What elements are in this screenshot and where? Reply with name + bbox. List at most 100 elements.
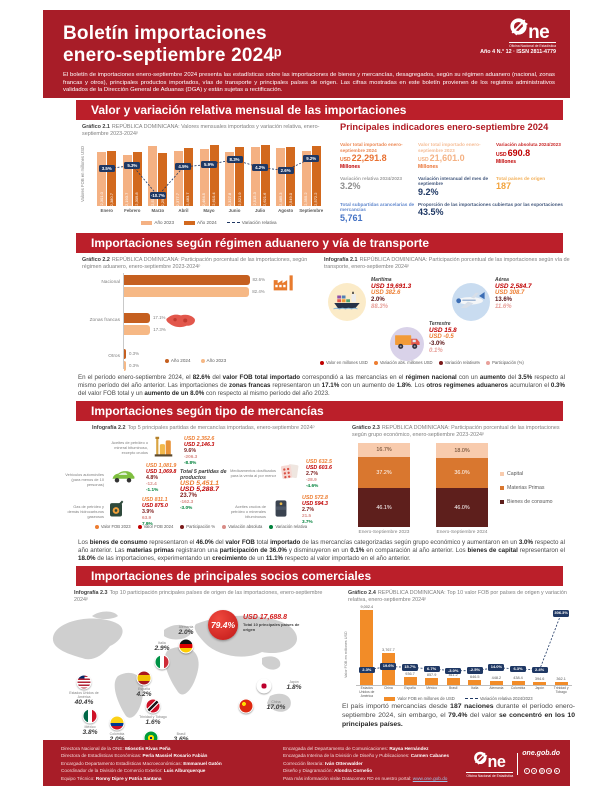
- section-title-3: Importaciones según tipo de mercancías: [76, 401, 563, 421]
- indicator-item: Total países de origen 187: [496, 176, 572, 197]
- product-variacion-abs: -12.4: [146, 481, 157, 486]
- infographic-2-3-caption: Infografía 2.3 Top 10 participación princ…: [74, 590, 324, 603]
- social-icon[interactable]: f: [523, 768, 530, 774]
- credit-line: Equipo Técnico: Ronny Dipre y Patria San…: [61, 775, 162, 781]
- variation-box: 6.7%: [423, 665, 440, 673]
- indicator-unit: Millones: [418, 164, 439, 171]
- highlighted-text: se concentró en los 10 principales paíse…: [342, 711, 575, 728]
- top5-total-participacion: 23.7%: [180, 493, 198, 500]
- country-label: Japón 1.8%: [274, 680, 314, 691]
- body-text: El país importó mercancías desde: [342, 703, 451, 710]
- legend-2023-swatch: [200, 358, 205, 363]
- top10-total-usd: USD 17,688.8: [243, 614, 287, 621]
- legend-2023: Año 2023: [141, 220, 174, 225]
- legend-capital: Capital: [500, 471, 523, 477]
- credit-line: Corrección literaria: Iván Ottenwalder: [283, 760, 363, 766]
- chart-2-1-caption-prefix: Gráfico 2.1: [82, 124, 110, 130]
- bar-2024: 2,610.4: [209, 145, 219, 206]
- transport-name: Terrestre: [429, 321, 451, 327]
- page-title-line1: Boletín importaciones: [63, 23, 267, 44]
- country-axis-label: Colombia: [510, 686, 526, 690]
- legend-2024-swatch: [164, 358, 169, 363]
- body-text: con respecto al mismo período del año 20…: [204, 390, 330, 397]
- legend-2024: Año 2024: [184, 220, 217, 225]
- page-title: Boletín importaciones enero-septiembre 2…: [63, 23, 282, 67]
- highlighted-text: 0.1%: [350, 547, 365, 554]
- month-label: Abril: [178, 208, 189, 213]
- product-variacion-rel: 7.9%: [142, 521, 153, 526]
- portal-link[interactable]: www.one.gob.do: [412, 775, 448, 781]
- product-participacion: 2.7%: [302, 507, 315, 513]
- indicator-value: 5,761: [340, 213, 363, 224]
- section-title-1: Valor y variación relativa mensual de la…: [76, 100, 563, 120]
- transport-participacion: 0.1%: [429, 348, 443, 354]
- country-name: Italia: [158, 641, 166, 645]
- social-icon[interactable]: in: [546, 768, 553, 774]
- bar-2023: 2,464.5: [199, 148, 209, 206]
- country-axis-label: Brasil: [448, 686, 458, 690]
- infographic-2-2-caption-prefix: Infografía 2.2: [92, 425, 126, 431]
- product-name: Aceites de petróleo o mineral bituminoso…: [111, 440, 148, 455]
- indicator-value: USD21,601.0: [418, 153, 465, 164]
- legend-item: Participación %: [180, 524, 215, 529]
- top5-total-valor-2024: USD 5,288.7: [180, 486, 219, 494]
- product-valor-2023: USD 1,081.9: [146, 463, 177, 469]
- bar-value: 857.9: [426, 672, 437, 677]
- footer-credits-left: Directora Nacional de la ONE: Miosotis R…: [61, 745, 276, 782]
- transport-participacion: 11.6%: [495, 304, 512, 310]
- legend-2023-swatch: [141, 220, 153, 225]
- indicator-item: Valor total importado enero-septiembre 2…: [340, 142, 418, 171]
- legend-dot: [486, 360, 491, 365]
- infographic-2-1-legend: Valor en millones USD Variación abs. mill…: [320, 360, 574, 365]
- world-map: Estados Unidos de América 40.4% México 3.8%…: [40, 604, 332, 746]
- gas-can-icon: [108, 499, 124, 523]
- credit-name: Iván Ottenwalder: [324, 760, 363, 766]
- country-name: México: [84, 725, 96, 729]
- variation-box: 4.5%: [175, 163, 192, 171]
- one-logo-subtext: Oficina Nacional de Estadística: [509, 42, 556, 48]
- bar-value: 448.2: [491, 676, 502, 681]
- indicator-value: 187: [496, 181, 512, 192]
- body-text: registraron una: [174, 547, 220, 554]
- footer-band: Directora Nacional de la ONE: Miosotis R…: [43, 740, 570, 786]
- social-icon[interactable]: x: [531, 768, 538, 774]
- chart-2-2-caption-text: REPÚBLICA DOMINICANA: Participación porc…: [82, 257, 308, 270]
- social-icon[interactable]: @: [538, 768, 545, 774]
- transport-variacion-rel: 13.6%: [495, 297, 513, 303]
- legend-dot: [180, 524, 185, 529]
- product-name: Medicamentos dosificados para la venta a…: [230, 468, 276, 478]
- bar-2024: 2,380.7: [107, 150, 117, 206]
- credit-line: Directora Nacional de la ONE: Miosotis R…: [61, 746, 171, 751]
- top10-total-pct: 79.4%: [208, 610, 238, 640]
- indicators-panel: Principales indicadores enero-septiembre…: [340, 122, 572, 232]
- footer-credits-right: Encargada del Departamento de Comunicaci…: [283, 745, 483, 782]
- highlighted-text: valor FOB total importado: [222, 374, 301, 381]
- chart-2-1: Gráfico 2.1 REPÚBLICA DOMINICANA: Valores…: [78, 124, 330, 232]
- body-text: acumularon el: [507, 382, 551, 389]
- transport-modes: Marítima USD 19,691.3 USD 382.6 2.0% 88.3% Aé…: [318, 271, 574, 361]
- social-icon[interactable]: ►: [553, 768, 560, 774]
- country-label: Trinidad y Tobago 1.6%: [133, 715, 173, 726]
- country-axis-label: España: [404, 686, 416, 690]
- legend-item: Variación relativa: [269, 524, 307, 529]
- country-axis-label: Alemania: [489, 686, 504, 690]
- bar-2024: [124, 349, 126, 359]
- flag-mx-icon: [82, 708, 98, 724]
- country-axis-label: Trinidad y Tobago: [553, 686, 569, 694]
- paragraph-mercancias: Los bienes de consumo representaron el 4…: [78, 539, 565, 563]
- body-text: En el período enero-septiembre 2024, el: [78, 374, 193, 381]
- legend-variation: Variación relativa: [226, 220, 277, 225]
- bar-2024: [124, 313, 150, 323]
- paragraph-socios: El país importó mercancías desde 187 nac…: [342, 703, 575, 729]
- bar-2023: [124, 287, 250, 297]
- country-pct: 1.8%: [286, 684, 302, 691]
- credit-line: Encargado Departamento Estadísticas Macr…: [61, 760, 222, 766]
- indicator-currency: USD: [340, 157, 351, 164]
- bar-value: 394.6: [534, 676, 545, 681]
- transport-variacion-abs: USD 308.7: [495, 290, 525, 296]
- infographic-2-1: Infografía 2.1 REPÚBLICA DOMINICANA: Part…: [318, 257, 574, 369]
- legend-item: Valor en millones USD: [320, 360, 368, 365]
- legend-2024: Año 2024: [164, 358, 191, 363]
- credit-name: Perla Massiel Rosario Fabián: [142, 753, 208, 759]
- indicator-item: Variación absoluta 2024/2023 USD690.8 Mill…: [496, 142, 572, 171]
